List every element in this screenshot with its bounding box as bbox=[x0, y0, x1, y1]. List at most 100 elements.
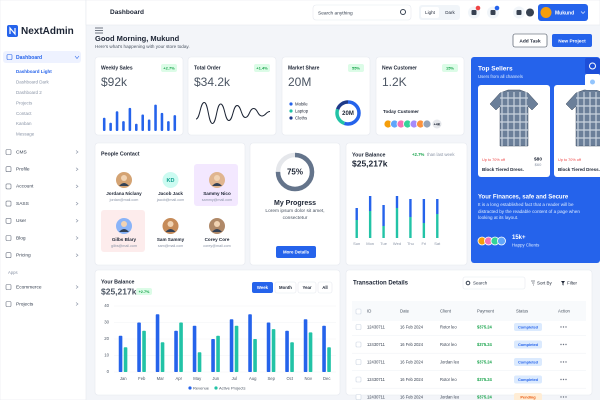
menu-item[interactable]: Pricing bbox=[16, 252, 31, 258]
card-title: People Contact bbox=[101, 151, 140, 157]
bar bbox=[197, 352, 202, 372]
menu-item[interactable]: CMS bbox=[16, 149, 27, 155]
product-discount: Up to 70% off bbox=[558, 158, 582, 162]
checkbox[interactable] bbox=[355, 376, 362, 383]
tab[interactable] bbox=[252, 282, 273, 293]
progress-title: My Progress bbox=[274, 200, 316, 207]
tab[interactable] bbox=[297, 281, 317, 294]
bar bbox=[327, 347, 331, 372]
search-box[interactable] bbox=[462, 276, 526, 290]
stat-value: $92k bbox=[101, 75, 128, 89]
chevron bbox=[75, 285, 79, 289]
menu-item[interactable]: User bbox=[16, 218, 27, 224]
checkbox[interactable] bbox=[355, 394, 362, 400]
change-badge bbox=[442, 64, 458, 72]
search-placeholder: Search bbox=[473, 280, 488, 285]
button[interactable] bbox=[276, 246, 316, 258]
y-tick-label: 0 bbox=[107, 369, 110, 374]
bar-segment bbox=[436, 199, 439, 214]
checkbox[interactable] bbox=[355, 359, 362, 365]
clients-count: 15k+ bbox=[512, 235, 526, 241]
bar bbox=[115, 111, 119, 131]
button-label[interactable]: New Project bbox=[558, 38, 586, 44]
user-button[interactable] bbox=[538, 4, 588, 21]
action-dot bbox=[560, 326, 562, 328]
bar bbox=[137, 322, 141, 372]
action-dot bbox=[565, 361, 567, 363]
menu-item[interactable]: Projects bbox=[16, 301, 34, 307]
balance-change: +2.7% bbox=[412, 152, 424, 157]
bar bbox=[135, 123, 138, 131]
table-cell: Rotor leo bbox=[440, 324, 457, 329]
column-header: Payment bbox=[477, 309, 495, 314]
checkbox[interactable] bbox=[355, 324, 362, 330]
checkbox[interactable] bbox=[355, 341, 362, 348]
tab-label[interactable]: Month bbox=[279, 285, 292, 290]
action-dot bbox=[560, 378, 562, 381]
checkbox[interactable] bbox=[355, 308, 362, 315]
menu-item[interactable]: Profile bbox=[16, 166, 30, 172]
action-dot bbox=[562, 343, 565, 346]
filter-button[interactable]: Filter bbox=[567, 280, 578, 285]
menu-item[interactable]: Blog bbox=[16, 235, 26, 241]
submenu-item[interactable]: Dashboard 2 bbox=[16, 90, 42, 95]
menu-item[interactable]: Account bbox=[16, 184, 34, 190]
avatar-body bbox=[119, 183, 129, 186]
stat-change: +1.4% bbox=[256, 65, 268, 70]
tab-label[interactable]: All bbox=[322, 285, 328, 290]
button[interactable] bbox=[512, 33, 548, 48]
contact-name: Jacob Jack bbox=[158, 191, 183, 196]
sort-button[interactable]: Sort By bbox=[537, 280, 553, 285]
submenu-item[interactable]: Projects bbox=[16, 100, 33, 105]
contact-name: Jordana Niclany bbox=[106, 191, 142, 196]
avatar bbox=[497, 236, 506, 246]
x-tick-label: Aug bbox=[249, 376, 257, 381]
change-badge bbox=[161, 64, 177, 72]
search-box[interactable] bbox=[312, 4, 412, 21]
menu-item[interactable]: Dashboard bbox=[16, 55, 42, 61]
tab[interactable] bbox=[274, 281, 297, 294]
table-cell: Rotor leo bbox=[440, 342, 457, 347]
menu-icon bbox=[5, 218, 12, 224]
table-cell: $375.24 bbox=[477, 324, 493, 329]
menu-active-bg[interactable] bbox=[3, 51, 81, 63]
submenu-item[interactable]: Contact bbox=[16, 111, 32, 116]
x-tick-label: May bbox=[193, 376, 202, 381]
submenu-item[interactable]: Message bbox=[16, 132, 35, 137]
stat-label: Total Order bbox=[194, 65, 221, 71]
legend-dot bbox=[289, 116, 293, 120]
chevron bbox=[75, 302, 79, 306]
status-label: Completed bbox=[518, 342, 539, 347]
button[interactable] bbox=[552, 34, 592, 47]
column-header: ID bbox=[367, 309, 371, 314]
clients-label: Happy Clients bbox=[512, 243, 540, 248]
menu-icon bbox=[5, 252, 12, 258]
menu-item[interactable]: Ecommerce bbox=[16, 284, 42, 290]
legend-label: Mobile bbox=[295, 101, 308, 106]
submenu-item[interactable]: Dashboard Dark bbox=[16, 80, 50, 85]
theme-option[interactable]: Dark bbox=[445, 10, 455, 15]
x-tick-label: Tue bbox=[380, 241, 388, 246]
submenu-item[interactable]: Dashboard Light bbox=[16, 69, 52, 74]
theme-option[interactable]: Light bbox=[425, 10, 436, 15]
tab[interactable] bbox=[317, 281, 333, 294]
settings-button[interactable] bbox=[585, 58, 600, 74]
menu-item[interactable]: SASS bbox=[16, 201, 29, 207]
bar bbox=[308, 332, 313, 372]
bar bbox=[234, 325, 239, 372]
contact-email: jordan@mail.com bbox=[109, 198, 139, 202]
bar bbox=[248, 314, 252, 372]
bar-segment bbox=[422, 199, 426, 223]
button-label[interactable]: More Details bbox=[283, 249, 310, 254]
contact-avatar bbox=[162, 172, 179, 188]
tab-label[interactable]: Week bbox=[257, 285, 269, 290]
page-title: Dashboard bbox=[110, 9, 144, 16]
button-label[interactable]: Add Task bbox=[519, 38, 541, 44]
bar-segment bbox=[436, 214, 439, 238]
table-cell: 12430711 bbox=[367, 394, 386, 399]
tab-label[interactable]: Year bbox=[302, 285, 311, 290]
submenu-item[interactable]: Kanban bbox=[16, 121, 32, 126]
theme-active bbox=[421, 7, 439, 18]
y-tick-label: 40 bbox=[104, 303, 109, 308]
bar-segment bbox=[422, 223, 426, 238]
